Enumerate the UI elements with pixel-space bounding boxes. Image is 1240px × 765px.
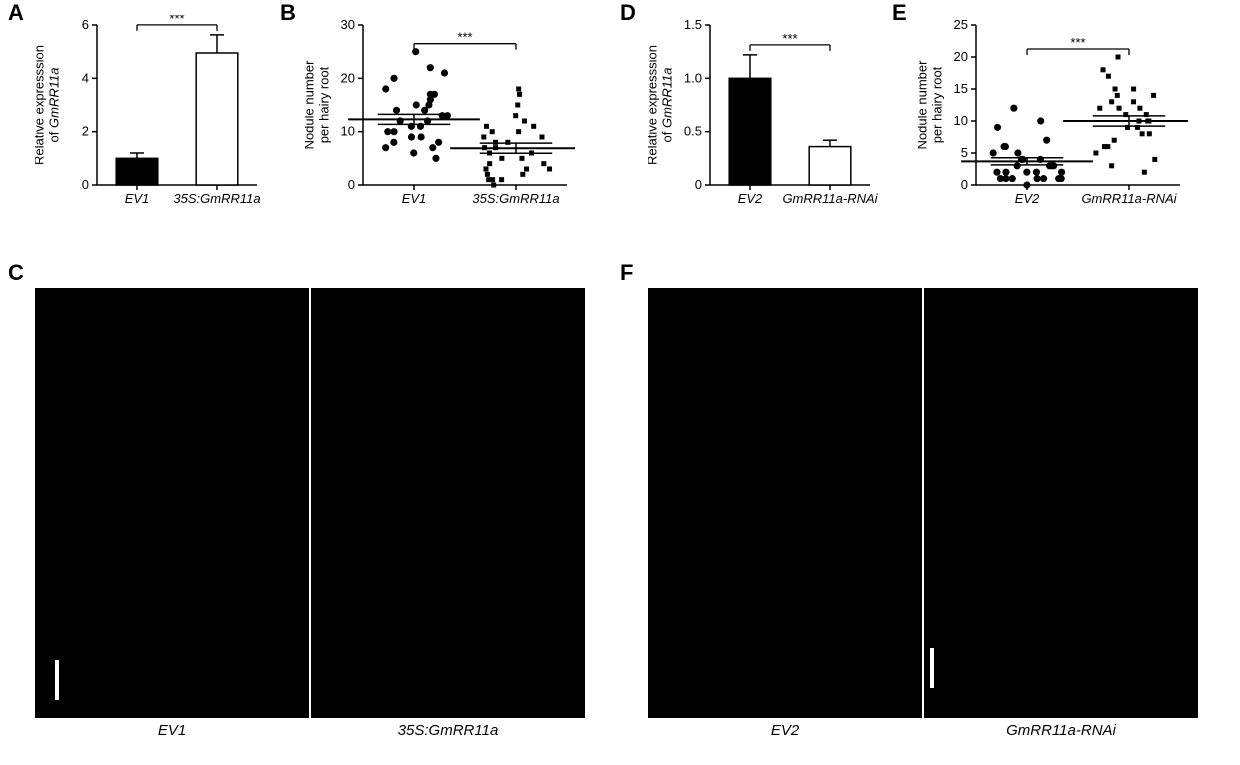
panel-label-b: B: [280, 0, 296, 26]
image-f-right: [924, 288, 1198, 718]
svg-text:EV2: EV2: [738, 191, 763, 206]
svg-text:***: ***: [457, 30, 472, 45]
image-c-right: [311, 288, 585, 718]
caption-f-right: GmRR11a-RNAi: [924, 722, 1198, 739]
svg-text:0: 0: [695, 177, 702, 192]
chart-e-scatter: 0 5 10 15 20 25 Nodule numberper hairy root EV2…: [918, 15, 1188, 230]
svg-text:EV2: EV2: [1015, 191, 1040, 206]
svg-text:2: 2: [82, 124, 89, 139]
svg-text:***: ***: [782, 31, 797, 46]
svg-text:5: 5: [961, 145, 968, 160]
panel-label-a: A: [8, 0, 24, 26]
svg-text:of GmRR11a: of GmRR11a: [660, 68, 675, 143]
svg-text:EV1: EV1: [125, 191, 150, 206]
svg-text:Nodule number: Nodule number: [918, 60, 930, 150]
panel-label-c: C: [8, 260, 24, 286]
svg-text:35S:GmRR11a: 35S:GmRR11a: [173, 191, 260, 206]
svg-text:4: 4: [82, 70, 89, 85]
panel-label-f: F: [620, 260, 633, 286]
figure-root: A B C D E F 0246Relative expresssionof G…: [0, 0, 1240, 765]
svg-text:***: ***: [1070, 35, 1085, 50]
panel-label-d: D: [620, 0, 636, 26]
caption-f-left: EV2: [648, 722, 922, 739]
chart-a-bar: 0 2 4 6 Relative expresssionof GmRR11a EV1 35S…: [35, 15, 265, 230]
image-f-left: [648, 288, 922, 718]
svg-text:30: 30: [341, 17, 355, 32]
svg-text:20: 20: [341, 70, 355, 85]
svg-text:per hairy root: per hairy root: [930, 66, 945, 143]
caption-c-right: 35S:GmRR11a: [311, 722, 585, 739]
svg-text:0.5: 0.5: [684, 124, 702, 139]
chart-d-bar: 0 0.5 1.0 1.5 Relative expresssionof GmRR11a…: [648, 15, 878, 230]
svg-text:10: 10: [954, 113, 968, 128]
panel-label-e: E: [892, 0, 907, 26]
svg-text:GmRR11a-RNAi: GmRR11a-RNAi: [782, 191, 878, 206]
svg-text:10: 10: [341, 124, 355, 139]
svg-text:15: 15: [954, 81, 968, 96]
svg-text:1.0: 1.0: [684, 70, 702, 85]
svg-text:GmRR11a-RNAi: GmRR11a-RNAi: [1081, 191, 1177, 206]
svg-text:1.5: 1.5: [684, 17, 702, 32]
caption-c-left: EV1: [35, 722, 309, 739]
svg-text:0: 0: [348, 177, 355, 192]
svg-text:25: 25: [954, 17, 968, 32]
chart-b-scatter: 0 10 20 30 Nodule numberper hairy root EV1 35S…: [305, 15, 575, 230]
image-c-left: [35, 288, 309, 718]
svg-text:of GmRR11a: of GmRR11a: [47, 68, 62, 143]
svg-text:Relative expresssion: Relative expresssion: [35, 45, 47, 165]
svg-text:0: 0: [82, 177, 89, 192]
svg-text:EV1: EV1: [402, 191, 427, 206]
svg-text:Relative expresssion: Relative expresssion: [648, 45, 660, 165]
scale-bar-c: [55, 660, 59, 700]
svg-text:per hairy root: per hairy root: [317, 66, 332, 143]
svg-text:35S:GmRR11a: 35S:GmRR11a: [472, 191, 559, 206]
svg-text:Nodule number: Nodule number: [305, 60, 317, 150]
svg-text:***: ***: [169, 15, 184, 26]
svg-text:20: 20: [954, 49, 968, 64]
svg-text:6: 6: [82, 17, 89, 32]
svg-text:0: 0: [961, 177, 968, 192]
scale-bar-f: [930, 648, 934, 688]
